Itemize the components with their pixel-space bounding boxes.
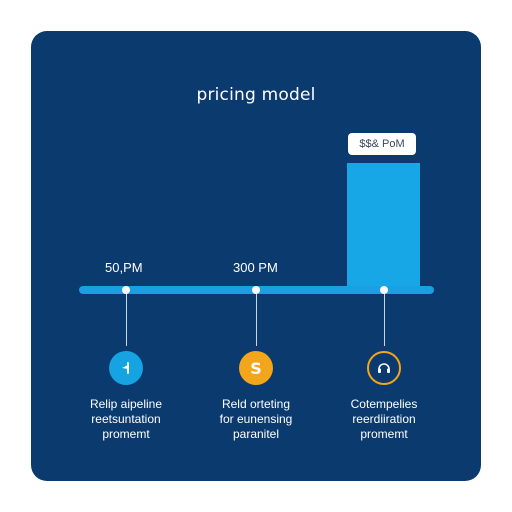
step-2-caption-line-3: paranitel — [232, 427, 280, 441]
step-1-caption-line-2: reetsuntation — [91, 412, 161, 426]
step-1-caption: Relip aipeline reetsuntation promemt — [61, 397, 191, 442]
step-3-caption-line-2: reerdiiration — [352, 412, 416, 426]
step-2-connector — [256, 294, 257, 346]
flag-icon — [109, 351, 143, 385]
highlight-bar — [347, 163, 420, 291]
step-3-caption-line-1: Cotempelies — [350, 397, 418, 411]
step-3-connector — [384, 294, 385, 346]
pricing-diagram-card: pricing model $$& PoM 50,PM 300 PM S Rel… — [31, 31, 481, 481]
step-2-caption: Reld orteting for eunensing paranitel — [191, 397, 321, 442]
step-2-price-label: 300 PM — [233, 260, 278, 275]
step-1-caption-line-3: promemt — [102, 427, 150, 441]
step-2-caption-line-2: for eunensing — [219, 412, 293, 426]
step-1-price-label: 50,PM — [105, 260, 143, 275]
diagram-title: pricing model — [196, 85, 316, 105]
step-3-caption: Cotempelies reerdiiration promemt — [319, 397, 449, 442]
step-2-caption-line-1: Reld orteting — [221, 397, 291, 411]
step-3-dot — [380, 286, 388, 294]
step-3-caption-line-3: promemt — [360, 427, 408, 441]
step-2-dot — [252, 286, 260, 294]
highlight-price-badge: $$& PoM — [348, 133, 416, 155]
step-1-dot — [122, 286, 130, 294]
dollar-icon: S — [239, 351, 273, 385]
step-1-caption-line-1: Relip aipeline — [89, 397, 163, 411]
step-1-connector — [126, 294, 127, 346]
headset-icon — [367, 351, 401, 385]
